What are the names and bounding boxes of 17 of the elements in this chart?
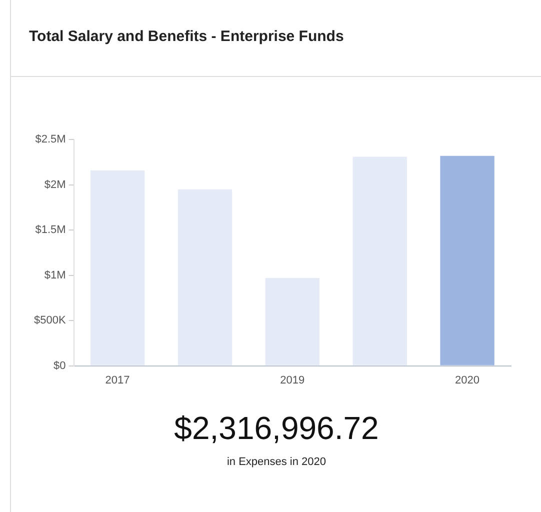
bar <box>352 156 407 366</box>
text: $2,316,996.72 <box>173 410 380 447</box>
y-tick-label: $2M <box>44 178 66 191</box>
y-tick-label: $2.5M <box>35 134 66 146</box>
bar <box>440 156 494 366</box>
x-tick-label: 2019 <box>280 374 305 386</box>
x-tick-label: 2017 <box>105 374 130 386</box>
bar <box>178 189 232 366</box>
chart-title: Total Salary and Benefits - Enterprise Funds <box>11 0 541 77</box>
y-tick-label: $1.5M <box>35 224 66 236</box>
text: in Expenses in 2020 <box>226 456 328 468</box>
y-tick-label: $500K <box>34 314 66 327</box>
bar <box>265 278 320 366</box>
x-tick-label: 2020 <box>455 374 480 386</box>
y-tick-label: $0 <box>54 360 66 372</box>
y-tick-label: $1M <box>44 269 66 282</box>
bar <box>90 170 145 366</box>
